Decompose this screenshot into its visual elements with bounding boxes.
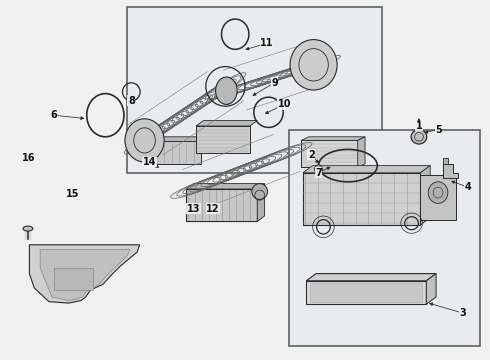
Text: 11: 11: [260, 38, 274, 48]
Text: 3: 3: [460, 308, 466, 318]
Bar: [289, 130, 480, 346]
Bar: [127, 7, 382, 173]
Ellipse shape: [411, 130, 427, 144]
Polygon shape: [443, 158, 448, 164]
Text: 5: 5: [435, 125, 442, 135]
Ellipse shape: [216, 77, 237, 104]
Polygon shape: [420, 166, 430, 225]
Ellipse shape: [23, 226, 33, 231]
Text: 1: 1: [416, 121, 422, 131]
Bar: [196, 126, 250, 153]
Text: 12: 12: [206, 204, 220, 214]
Polygon shape: [40, 249, 130, 301]
Bar: [54, 268, 93, 290]
Text: 13: 13: [187, 204, 200, 214]
Polygon shape: [426, 274, 436, 304]
Ellipse shape: [315, 165, 322, 174]
Text: 9: 9: [271, 78, 278, 88]
Bar: [306, 281, 426, 304]
Polygon shape: [358, 137, 365, 167]
Polygon shape: [29, 245, 140, 303]
Bar: [186, 189, 257, 221]
Ellipse shape: [290, 40, 337, 90]
Bar: [303, 173, 420, 225]
Text: 6: 6: [50, 110, 57, 120]
Ellipse shape: [428, 182, 448, 203]
Polygon shape: [257, 184, 265, 221]
Bar: [301, 140, 358, 167]
Polygon shape: [306, 274, 436, 281]
Polygon shape: [196, 121, 257, 126]
Text: 15: 15: [66, 189, 79, 199]
Text: 14: 14: [143, 157, 156, 167]
Text: 16: 16: [22, 153, 35, 163]
Bar: [154, 141, 201, 164]
Ellipse shape: [252, 184, 268, 199]
Ellipse shape: [125, 119, 164, 162]
Text: 7: 7: [315, 168, 322, 178]
Bar: [310, 283, 422, 302]
Bar: [420, 175, 456, 220]
Text: 2: 2: [308, 150, 315, 160]
Polygon shape: [186, 184, 265, 189]
Polygon shape: [303, 166, 430, 173]
Text: 4: 4: [465, 182, 471, 192]
Text: 10: 10: [277, 99, 291, 109]
Polygon shape: [301, 137, 365, 140]
Text: 8: 8: [128, 96, 135, 106]
Polygon shape: [154, 137, 208, 141]
Polygon shape: [443, 164, 458, 178]
